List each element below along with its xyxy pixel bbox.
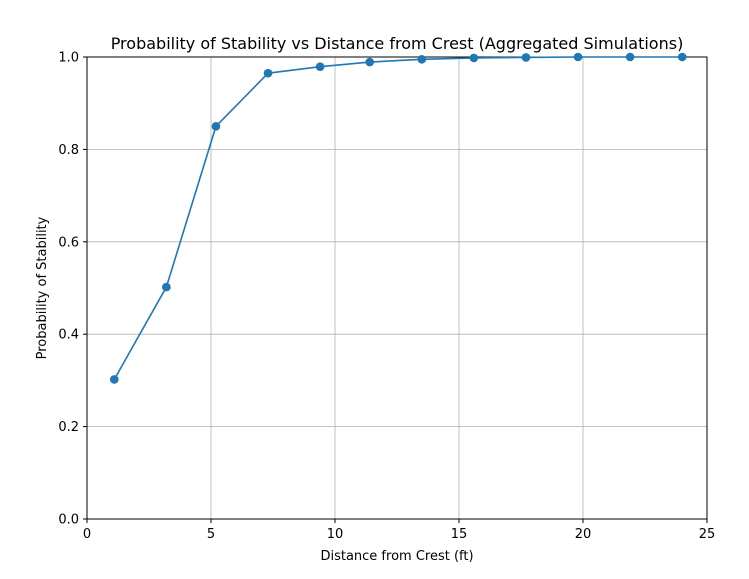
ticks: 0 5 10 15 20 25 0.0 0.2 0.4 0.6 0.8 1.0 — [58, 51, 715, 543]
series-line — [113, 56, 683, 380]
data-point — [573, 52, 583, 62]
data-point — [315, 62, 325, 72]
y-tick-label: 1.0 — [58, 51, 79, 66]
grid — [86, 56, 708, 520]
x-tick-label: 25 — [699, 527, 716, 542]
data-point — [521, 53, 531, 62]
series — [109, 52, 687, 384]
x-tick-label: 5 — [207, 527, 215, 542]
data-point — [365, 57, 375, 67]
data-point — [625, 52, 635, 62]
x-tick-label: 10 — [327, 527, 344, 542]
data-point — [162, 282, 171, 292]
data-point — [677, 52, 687, 62]
data-point — [211, 122, 221, 131]
plot-frame — [86, 56, 708, 520]
y-tick-label: 0.0 — [58, 513, 79, 528]
data-point — [263, 68, 273, 78]
x-axis-label: Distance from Crest (ft) — [320, 549, 473, 564]
axes — [86, 56, 708, 520]
y-tick-label: 0.6 — [58, 235, 79, 250]
data-point — [109, 375, 119, 384]
y-tick-label: 0.8 — [58, 143, 79, 158]
y-tick-label: 0.4 — [58, 328, 79, 343]
data-point — [469, 53, 479, 63]
x-tick-label: 15 — [451, 527, 468, 542]
y-tick-label: 0.2 — [58, 420, 79, 435]
data-point — [417, 55, 427, 64]
y-axis-label: Probability of Stability — [35, 216, 50, 359]
x-tick-label: 20 — [575, 527, 592, 542]
chart-title: Probability of Stability vs Distance fro… — [111, 34, 684, 53]
x-tick-label: 0 — [83, 527, 91, 542]
